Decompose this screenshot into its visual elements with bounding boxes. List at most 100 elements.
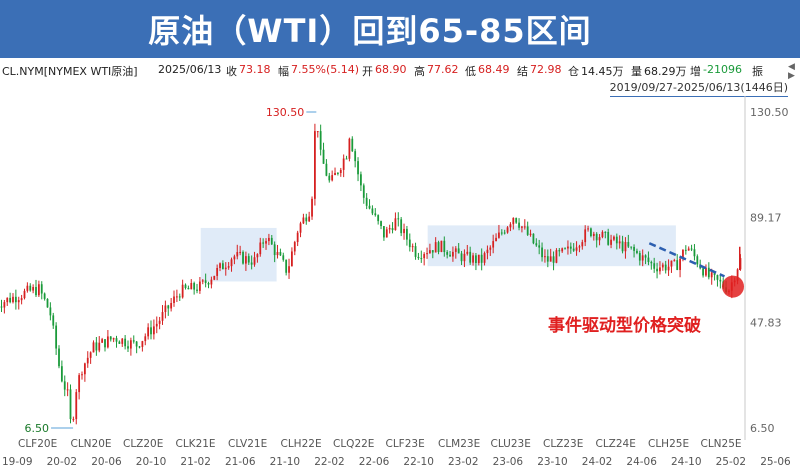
candle-body <box>690 248 693 250</box>
candle-body <box>66 389 69 391</box>
candle-body <box>578 246 581 248</box>
candle-body <box>575 247 578 251</box>
contract-label: CLF20E <box>18 438 57 450</box>
contract-label: CLF23E <box>386 438 425 450</box>
candle-body <box>250 262 253 265</box>
candle-body <box>618 241 621 244</box>
candle-body <box>112 338 115 340</box>
candle-body <box>475 255 477 264</box>
candle-body <box>423 254 426 259</box>
candle-body <box>216 268 219 276</box>
x-tick-label: 23-10 <box>537 456 568 468</box>
candle-body <box>630 246 633 248</box>
panel-toggle-icon[interactable]: ◀ ▶ <box>788 62 795 81</box>
candle-body <box>549 256 552 262</box>
candle-body <box>653 263 656 269</box>
candle-body <box>29 285 32 291</box>
candle-body <box>472 255 474 263</box>
candle-body <box>265 241 267 244</box>
candle-body <box>480 254 483 263</box>
candle-body <box>598 237 601 241</box>
x-tick-label: 24-10 <box>671 456 702 468</box>
change-label: 幅 <box>278 65 289 78</box>
volume-value: 68.29万 <box>644 65 687 78</box>
candle-body <box>121 338 124 344</box>
candle-body <box>314 131 316 199</box>
candle-body <box>282 255 285 260</box>
candle-body <box>158 320 161 324</box>
candle-body <box>273 244 276 256</box>
candle-body <box>288 266 290 273</box>
candle-body <box>696 256 699 265</box>
candle-body <box>526 226 529 235</box>
candle-body <box>26 285 29 291</box>
candle-body <box>454 248 457 252</box>
candle-body <box>83 363 86 375</box>
amplitude-label: 振 <box>752 65 763 78</box>
candle-body <box>328 175 331 181</box>
x-tick-label: 24-06 <box>626 456 657 468</box>
candle-body <box>380 221 382 227</box>
candle-body <box>311 198 313 217</box>
candle-body <box>403 228 405 234</box>
candle-body <box>544 256 546 258</box>
candle-body <box>46 298 49 308</box>
x-tick-label: 25-02 <box>716 456 747 468</box>
candle-body <box>710 272 713 278</box>
x-tick-label: 21-06 <box>225 456 256 468</box>
candle-body <box>236 252 239 257</box>
candle-body <box>55 325 58 349</box>
candle-body <box>150 327 152 335</box>
candle-body <box>521 226 523 228</box>
candle-body <box>138 346 141 348</box>
candle-body <box>463 253 466 262</box>
settle-value: 72.98 <box>530 63 562 76</box>
candle-body <box>500 232 503 234</box>
x-tick-label: 20-06 <box>91 456 122 468</box>
candle-body <box>546 256 549 262</box>
candle-body <box>132 340 135 342</box>
candle-body <box>308 216 311 222</box>
candle-body <box>270 237 273 245</box>
candle-body <box>483 253 486 263</box>
candle-body <box>682 249 684 259</box>
candle-body <box>621 241 624 252</box>
volume-label: 量 <box>631 65 642 78</box>
candle-body <box>552 256 555 263</box>
candle-body <box>498 232 500 238</box>
candle-body <box>124 338 127 347</box>
candle-body <box>52 315 55 326</box>
candle-body <box>469 251 472 263</box>
candle-body <box>569 246 572 249</box>
position-value: 14.45万 <box>581 65 624 78</box>
candle-body <box>224 267 227 270</box>
candle-body <box>627 242 630 247</box>
change-value: 7.55%(5.14) <box>291 63 360 76</box>
oi-change-label: 增 <box>690 65 701 78</box>
candle-body <box>296 232 299 243</box>
candle-body <box>693 249 696 257</box>
breakout-annotation: 事件驱动型价格突破 <box>548 315 701 336</box>
candle-body <box>457 248 460 254</box>
candle-body <box>383 226 385 238</box>
candle-body <box>20 298 23 301</box>
candle-body <box>615 236 618 244</box>
contract-label: CLH22E <box>281 438 322 450</box>
candle-body <box>98 342 101 351</box>
candle-body <box>141 341 144 347</box>
candle-body <box>233 256 236 260</box>
banner-title: 原油（WTI）回到65-85区间 <box>148 12 592 50</box>
candle-body <box>400 219 403 234</box>
candle-body <box>196 289 198 291</box>
candle-body <box>374 213 377 216</box>
candle-body <box>592 233 595 237</box>
candle-body <box>371 208 374 214</box>
x-tick-label: 22-06 <box>359 456 390 468</box>
candle-body <box>135 341 138 347</box>
x-tick-label: 23-02 <box>448 456 479 468</box>
candle-body <box>256 254 259 258</box>
candle-body <box>213 275 216 280</box>
candle-body <box>63 381 66 390</box>
candle-body <box>587 228 589 230</box>
candle-body <box>155 323 158 327</box>
